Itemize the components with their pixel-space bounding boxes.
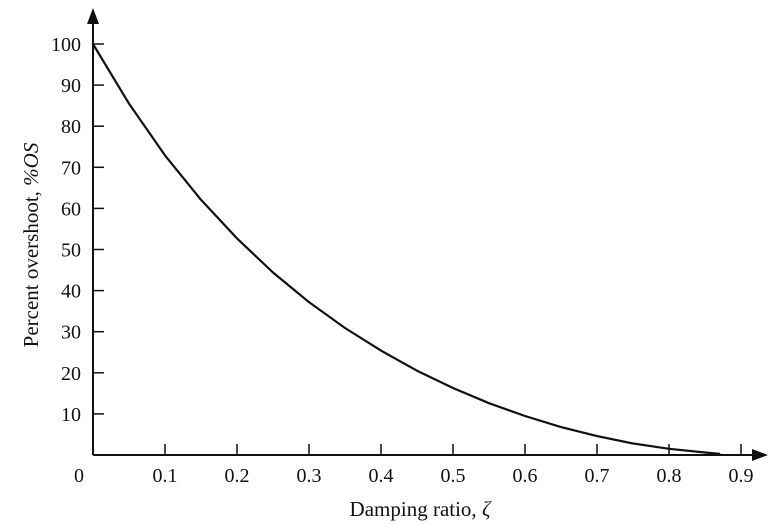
y-tick-label: 80	[61, 116, 81, 138]
y-axis-title-text: Percent overshoot,	[19, 186, 43, 348]
x-tick-label: 0.2	[225, 465, 250, 487]
x-tick-label: 0.4	[369, 465, 394, 487]
x-tick-label: 0.1	[153, 465, 178, 487]
x-tick-label: 0.8	[657, 465, 682, 487]
y-axis-title: Percent overshoot, %OS	[19, 142, 43, 347]
x-tick-label: 0.5	[441, 465, 466, 487]
y-tick-label: 70	[61, 157, 81, 179]
y-tick-label: 90	[61, 75, 81, 97]
y-ticks: 10 20 30 40 50 60 70 80 90 100	[51, 34, 104, 426]
y-tick-label: 50	[61, 240, 81, 262]
x-axis-arrowhead	[752, 449, 768, 461]
y-axis-arrowhead	[87, 8, 99, 24]
x-axis-title-text: Damping ratio,	[350, 497, 482, 521]
y-tick-label: 10	[61, 404, 81, 426]
x-axis-title: Damping ratio, ζ	[350, 497, 492, 521]
y-tick-label: 20	[61, 363, 81, 385]
y-tick-label: 40	[61, 281, 81, 303]
y-tick-label: 30	[61, 322, 81, 344]
x-tick-label: 0.9	[729, 465, 754, 487]
y-axis-title-symbol: %OS	[19, 142, 43, 186]
x-axis	[93, 449, 768, 461]
y-tick-label: 60	[61, 198, 81, 220]
x-tick-label: 0.6	[513, 465, 538, 487]
x-tick-label: 0.7	[585, 465, 610, 487]
origin-label: 0	[74, 465, 84, 487]
series-group	[91, 42, 721, 455]
x-ticks: 0.1 0.2 0.3 0.4 0.5 0.6 0.7 0.8 0.9	[153, 444, 754, 487]
y-axis	[87, 8, 99, 455]
y-tick-label: 100	[51, 34, 81, 56]
x-axis-title-symbol: ζ	[482, 497, 492, 521]
overshoot-curve	[91, 42, 721, 455]
x-tick-label: 0.3	[297, 465, 322, 487]
